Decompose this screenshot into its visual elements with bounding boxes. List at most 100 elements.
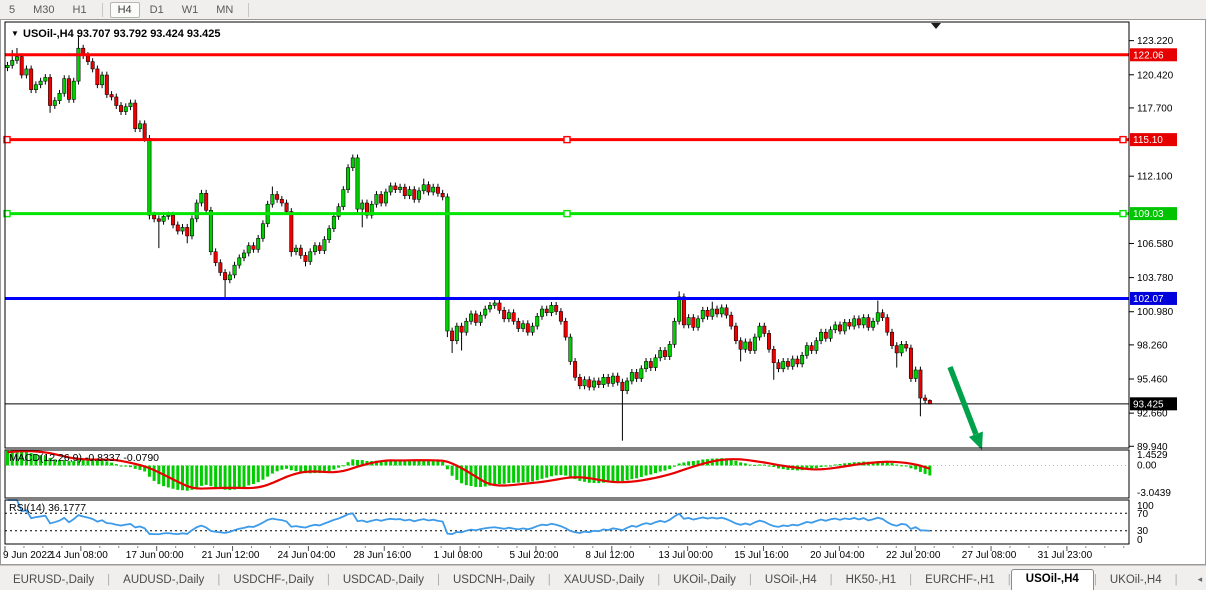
- tab-separator: |: [1007, 574, 1011, 586]
- tab-separator: |: [748, 574, 752, 586]
- line-handle[interactable]: [1119, 209, 1127, 218]
- line-handle[interactable]: [563, 209, 571, 218]
- trend-arrow-annotation[interactable]: [947, 366, 983, 450]
- timeframe-button-d1[interactable]: D1: [149, 3, 164, 16]
- tab-separator: |: [326, 574, 330, 586]
- tab-separator: |: [657, 574, 661, 586]
- tab-usdchf-daily[interactable]: USDCHF-,Daily: [233, 574, 314, 586]
- svg-text:70: 70: [1137, 509, 1149, 520]
- line-handle[interactable]: [563, 135, 571, 144]
- price-badge-label: 102.07: [1133, 294, 1164, 305]
- tab-scroll-left-icon[interactable]: ◂: [1197, 574, 1203, 584]
- time-label: 13 Jul 00:00: [658, 550, 713, 561]
- price-tick-label: 117.700: [1137, 103, 1173, 114]
- time-label: 24 Jun 04:00: [277, 550, 335, 561]
- time-label: 21 Jun 12:00: [202, 550, 260, 561]
- svg-text:1.4529: 1.4529: [1137, 450, 1168, 461]
- tab-usdcad-daily[interactable]: USDCAD-,Daily: [342, 574, 424, 586]
- timeframe-button-w1[interactable]: W1: [181, 3, 199, 16]
- chart-title: ▼ USOil-,H4 93.707 93.792 93.424 93.425: [11, 28, 221, 40]
- svg-text:100: 100: [1137, 501, 1154, 512]
- tab-separator: |: [909, 574, 913, 586]
- svg-text:30: 30: [1137, 526, 1149, 537]
- timeframe-button-m30[interactable]: M30: [33, 3, 55, 16]
- time-label: 5 Jul 20:00: [509, 550, 558, 561]
- price-axis[interactable]: 123.220 120.420 117.700 112.100 106.580 103.7…: [1129, 36, 1177, 453]
- line-handle[interactable]: [3, 209, 11, 218]
- price-badge-label: 122.06: [1133, 50, 1164, 61]
- tab-eurusd-daily[interactable]: EURUSD-,Daily: [13, 574, 95, 586]
- time-label: 17 Jun 00:00: [126, 550, 184, 561]
- tab-ukoil-daily[interactable]: UKOil-,Daily: [673, 574, 736, 586]
- time-label: 28 Jun 16:00: [353, 550, 411, 561]
- price-tick-label: 89.940: [1137, 442, 1168, 453]
- svg-text:0.00: 0.00: [1137, 461, 1157, 472]
- price-tick-label: 120.420: [1137, 70, 1174, 81]
- price-badge: [1130, 133, 1177, 147]
- time-label: 20 Jul 04:00: [810, 550, 865, 561]
- time-label: 1 Jul 08:00: [434, 550, 483, 561]
- price-badge: [1130, 207, 1177, 221]
- macd-label: MACD(12,26,9) -0.8337 -0.0790: [9, 452, 159, 464]
- time-label: 27 Jul 08:00: [962, 550, 1017, 561]
- tab-xauusd-daily[interactable]: XAUUSD-,Daily: [563, 574, 645, 586]
- tab-separator: |: [107, 574, 111, 586]
- price-tick-label: 112.100: [1137, 172, 1173, 183]
- timeframe-button-mn[interactable]: MN: [216, 3, 234, 16]
- tab-separator: |: [547, 574, 551, 586]
- tab-scroll-arrows: ◂▸: [1192, 571, 1206, 590]
- line-handle[interactable]: [1119, 135, 1127, 144]
- tab-separator: |: [436, 574, 440, 586]
- price-badge: [1130, 48, 1177, 62]
- timeframe-toolbar: 5 M30 H1 H4 D1 W1 MN: [0, 0, 1206, 20]
- toolbar-separator: [101, 2, 103, 17]
- time-label: 9 Jun 2022: [3, 550, 53, 561]
- title-text: USOil-,H4 93.707 93.792 93.424 93.425: [23, 28, 221, 40]
- line-handle[interactable]: [3, 135, 11, 144]
- tab-separator: |: [1174, 574, 1178, 586]
- rsi-line: [7, 499, 930, 536]
- price-badge: [1130, 291, 1177, 305]
- time-label: 14 Jun 08:00: [50, 550, 108, 561]
- tab-audusd-daily[interactable]: AUDUSD-,Daily: [123, 574, 205, 586]
- time-label: 31 Jul 23:00: [1038, 550, 1093, 561]
- tab-usoil-h4[interactable]: USOil-,H4: [764, 574, 817, 586]
- time-label: 8 Jul 12:00: [585, 550, 634, 561]
- time-label: 15 Jul 16:00: [734, 550, 789, 561]
- tab-usdcnh-daily[interactable]: USDCNH-,Daily: [452, 574, 535, 586]
- tab-usoil-h4[interactable]: USOil-,H4: [1010, 569, 1094, 590]
- price-tick-label: 103.780: [1137, 273, 1174, 284]
- svg-text:0: 0: [1137, 535, 1143, 546]
- price-tick-label: 100.980: [1137, 307, 1174, 318]
- chart-shift-marker-icon[interactable]: [931, 23, 941, 29]
- macd-signal-line: [7, 450, 931, 490]
- tab-hk50-h1[interactable]: HK50-,H1: [845, 574, 897, 586]
- toolbar-separator: [248, 2, 250, 17]
- price-tick-label: 98.260: [1137, 340, 1168, 351]
- symbol-dropdown-icon[interactable]: ▼: [11, 29, 19, 38]
- tab-ukoil-h4[interactable]: UKOil-,H4: [1109, 574, 1162, 586]
- timeframe-button-5[interactable]: 5: [9, 3, 16, 16]
- rsi-label: RSI(14) 36.1777: [9, 502, 86, 514]
- time-label: 22 Jul 20:00: [886, 550, 941, 561]
- chart-window: MACD(12,26,9) -0.8337 -0.0790 1.4529 0.00 -…: [0, 19, 1206, 565]
- horizontal-lines-layer: [3, 53, 1129, 405]
- svg-text:-3.0439: -3.0439: [1137, 488, 1171, 499]
- tab-eurchf-h1[interactable]: EURCHF-,H1: [925, 574, 995, 586]
- timeframe-button-h4[interactable]: H4: [109, 1, 140, 18]
- price-tick-label: 95.460: [1137, 375, 1168, 386]
- timeframe-button-h1[interactable]: H1: [72, 3, 87, 16]
- price-badge-label: 93.425: [1133, 399, 1164, 410]
- price-badge-label: 109.03: [1133, 209, 1164, 220]
- price-badge-label: 115.10: [1133, 135, 1163, 146]
- price-tick-label: 106.580: [1137, 239, 1174, 250]
- tab-separator: |: [217, 574, 221, 586]
- price-tick-label: 92.660: [1137, 409, 1168, 420]
- price-tick-label: 123.220: [1137, 36, 1174, 47]
- price-badge: [1130, 397, 1177, 411]
- macd-histogram: [6, 450, 932, 491]
- tab-separator: |: [1093, 574, 1097, 586]
